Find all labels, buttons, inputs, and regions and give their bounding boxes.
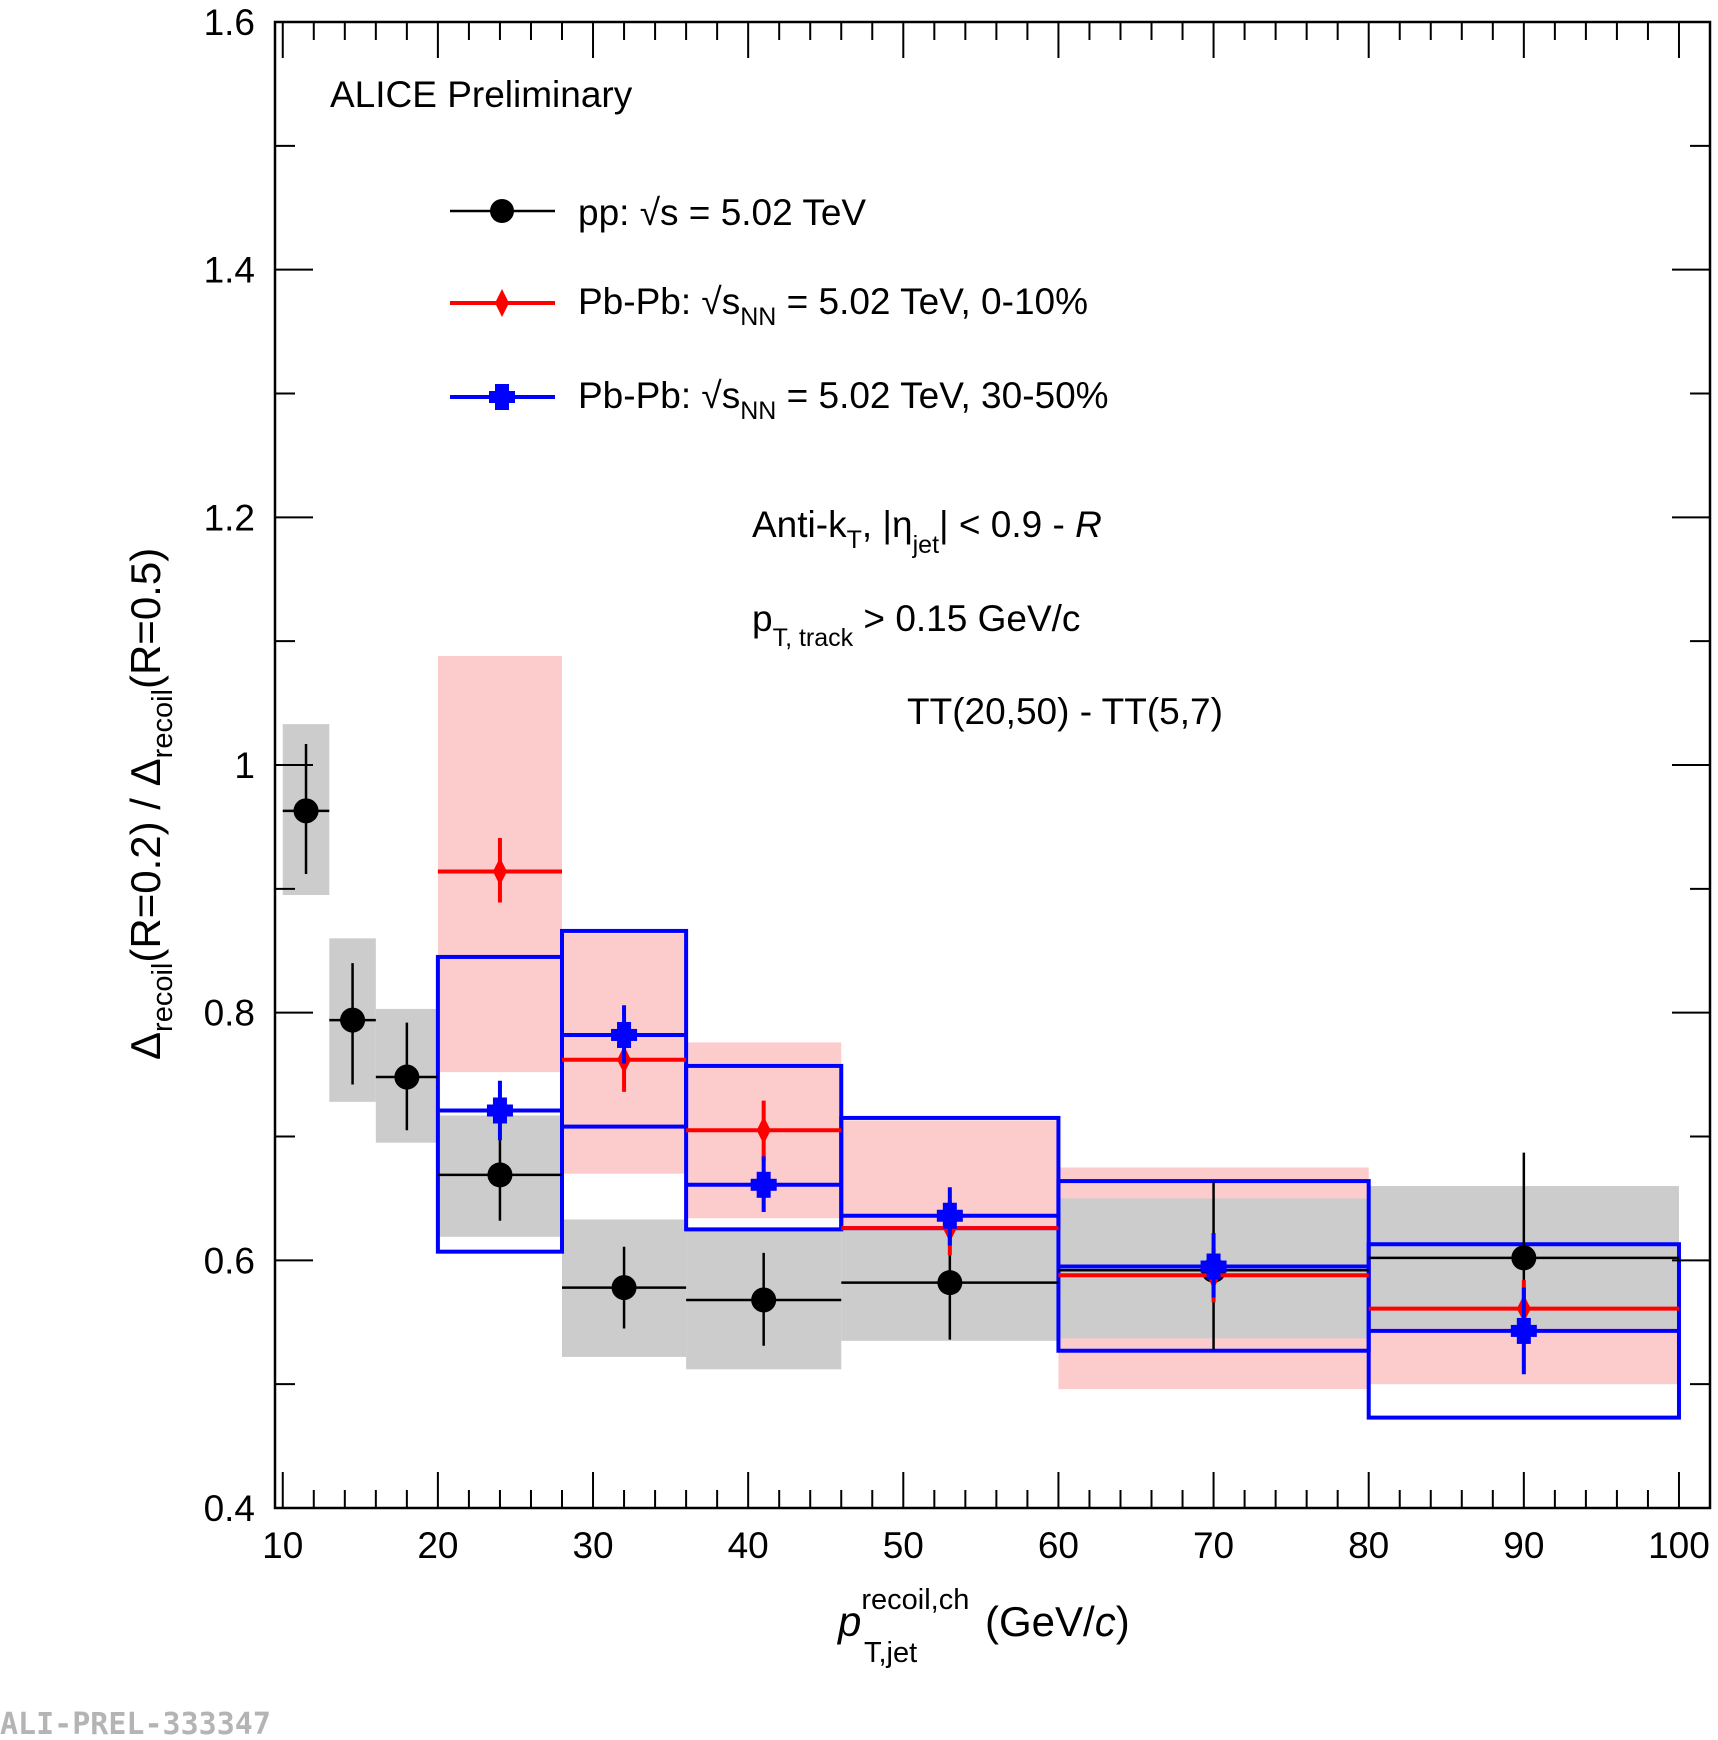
svg-text:pp: √s = 5.02 TeV: pp: √s = 5.02 TeV [578, 192, 866, 233]
x-tick-label: 50 [883, 1525, 924, 1566]
y-tick-label: 1.2 [204, 497, 255, 538]
marker-circle [751, 1287, 777, 1313]
y-tick-label: 1.4 [204, 250, 255, 291]
annotation-track-cut: pT, track > 0.15 GeV/c [752, 598, 1080, 652]
x-tick-label: 60 [1038, 1525, 1079, 1566]
chart-title: ALICE Preliminary [330, 74, 633, 115]
axis-ticks: 10 20 30 40 50 60 70 80 90 100 0.4 0.6 0.8 1 1.2 1.4 1.6 [204, 2, 1710, 1566]
marker-circle [1511, 1245, 1537, 1271]
annotation-trigger-tracks: TT(20,50) - TT(5,7) [907, 691, 1223, 732]
x-tick-label: 70 [1193, 1525, 1234, 1566]
x-tick-label: 10 [262, 1525, 303, 1566]
x-tick-label: 20 [417, 1525, 458, 1566]
sqrt-icon: √ [701, 281, 722, 322]
marker-cross-horizontal [1510, 1324, 1537, 1337]
data-point-diamond-2 [686, 1100, 842, 1162]
data-point-cross-3 [841, 1187, 1059, 1246]
marker-circle [611, 1275, 637, 1301]
marker-circle [487, 1162, 513, 1188]
svg-text:Pb-Pb: √sNN = 5.02 TeV, 30-50%: Pb-Pb: √sNN = 5.02 TeV, 30-50% [578, 375, 1109, 425]
data-point-cross-1 [562, 1005, 687, 1064]
x-tick-label: 40 [728, 1525, 769, 1566]
data-point-cross-4 [1058, 1233, 1369, 1298]
annotation-algorithm: Anti-kT, |ηjet| < 0.9 - R [752, 504, 1102, 559]
x-tick-label: 100 [1648, 1525, 1710, 1566]
data-point-circle-0 [282, 743, 330, 874]
y-axis-label: Δrecoil(R=0.2) / Δrecoil(R=0.5) [122, 548, 179, 1060]
data-point-cross-2 [686, 1156, 842, 1213]
data-point-cross-0 [437, 1080, 562, 1141]
marker-cross-horizontal [750, 1178, 777, 1191]
data-point-circle-3 [437, 1132, 562, 1221]
marker-diamond [492, 857, 507, 886]
marker-diamond [756, 1116, 771, 1145]
svg-text:Pb-Pb: √sNN = 5.02 TeV, 0-10%: Pb-Pb: √sNN = 5.02 TeV, 0-10% [578, 281, 1088, 331]
legend-entry-pbpb-30-50: Pb-Pb: √sNN = 5.02 TeV, 30-50% [450, 375, 1109, 425]
y-tick-label: 0.6 [204, 1240, 255, 1281]
y-tick-label: 0.4 [204, 1488, 255, 1529]
sys-box-open-1 [560, 928, 689, 1129]
x-axis-label: precoil,ch T,jet(GeV/c) [836, 1584, 1130, 1669]
y-tick-label: 1 [234, 745, 255, 786]
y-tick-label: 0.8 [204, 993, 255, 1034]
data-point-cross-5 [1368, 1287, 1679, 1375]
marker-cross-horizontal [1200, 1260, 1227, 1273]
data-markers [282, 743, 1679, 1375]
legend: pp: √s = 5.02 TeV Pb-Pb: √sNN = 5.02 TeV… [450, 192, 1109, 425]
marker-cross-horizontal [611, 1028, 638, 1041]
legend-marker-diamond-icon [495, 289, 509, 317]
marker-circle [937, 1270, 963, 1296]
data-point-circle-2 [375, 1022, 438, 1131]
systematic-error-boxes [282, 656, 1681, 1420]
data-point-circle-4 [562, 1246, 687, 1329]
data-point-circle-8 [1368, 1152, 1679, 1362]
x-tick-label: 80 [1348, 1525, 1389, 1566]
x-tick-label: 90 [1503, 1525, 1544, 1566]
marker-cross-horizontal [936, 1209, 963, 1222]
sqrt-icon: √ [701, 375, 722, 416]
x-tick-label: 30 [572, 1525, 613, 1566]
y-tick-label: 1.6 [204, 2, 255, 43]
legend-entry-pbpb-0-10: Pb-Pb: √sNN = 5.02 TeV, 0-10% [450, 281, 1088, 331]
data-point-circle-1 [329, 963, 376, 1085]
legend-marker-circle-icon [490, 199, 514, 223]
sqrt-icon: √ [640, 192, 661, 233]
watermark-label: ALI-PREL-333347 [0, 1707, 271, 1740]
marker-circle [293, 798, 319, 824]
marker-circle [394, 1064, 420, 1090]
marker-circle [340, 1007, 366, 1033]
marker-cross-horizontal [486, 1104, 513, 1117]
data-point-diamond-0 [437, 838, 562, 903]
data-point-circle-5 [686, 1252, 842, 1346]
legend-entry-pp: pp: √s = 5.02 TeV [450, 192, 866, 233]
